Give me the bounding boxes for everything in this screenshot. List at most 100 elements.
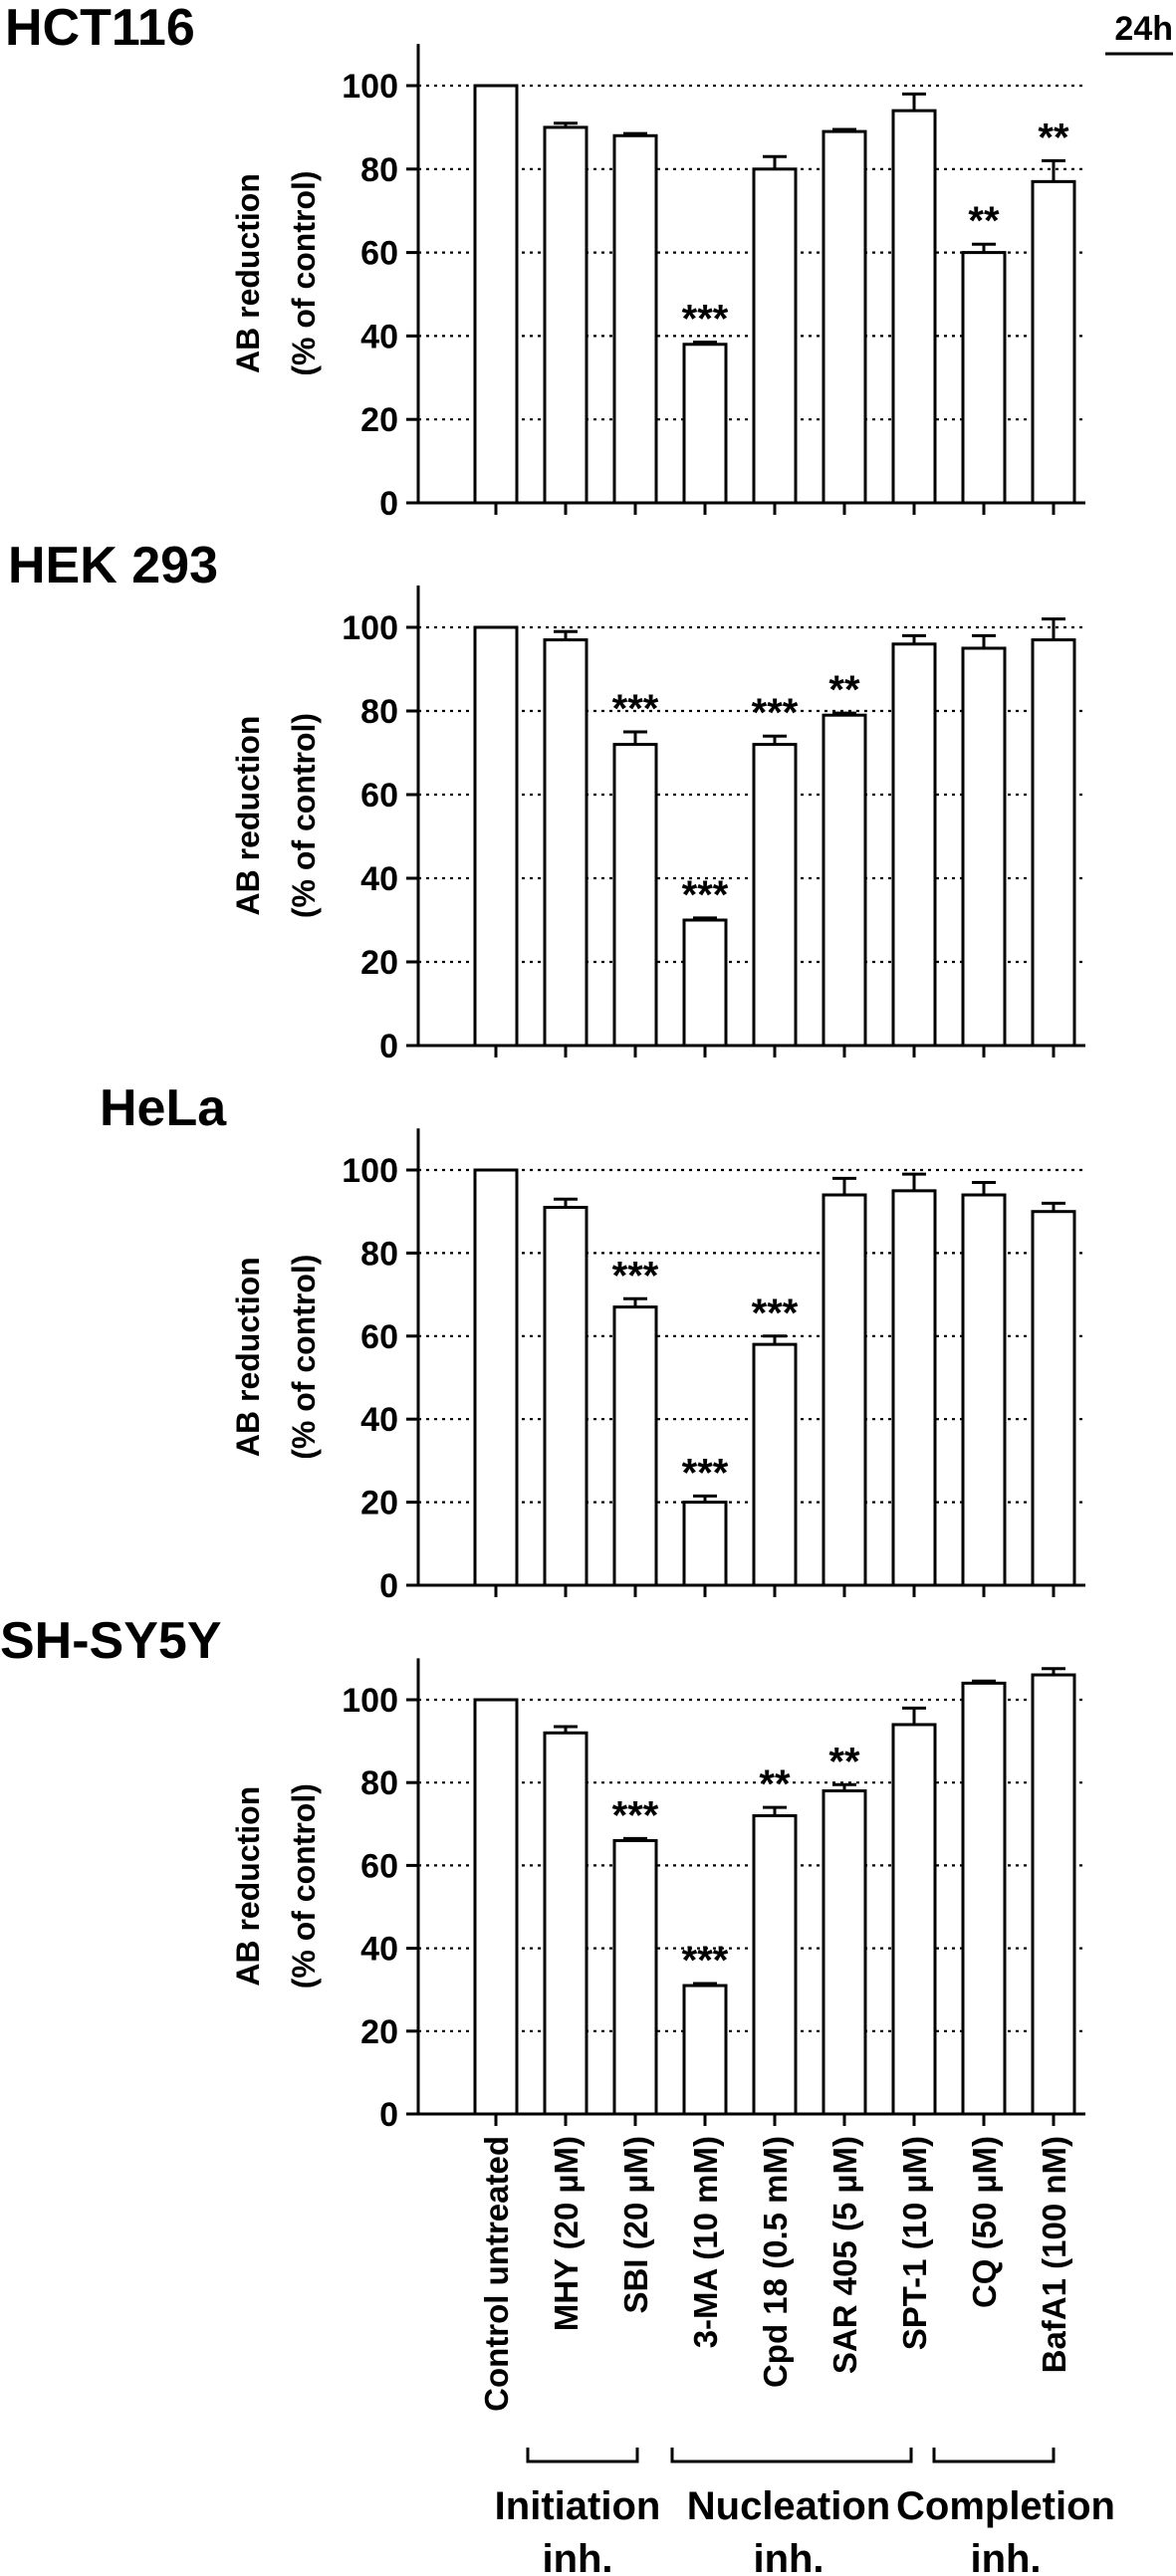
y-tick-label: 80 (360, 693, 398, 731)
bar (1031, 1673, 1076, 2116)
y-tick-label: 0 (379, 485, 398, 523)
panel-title: HCT116 (5, 0, 195, 57)
y-tick-label: 100 (342, 609, 398, 647)
bar (1031, 638, 1076, 1048)
group-label: Completion (896, 2484, 1115, 2528)
y-tick-label: 0 (379, 1567, 398, 1605)
y-axis-label: AB reduction (230, 716, 266, 916)
significance-marker: *** (682, 298, 729, 342)
y-tick-label: 100 (342, 68, 398, 106)
bar (1031, 179, 1076, 505)
y-tick-label: 40 (360, 860, 398, 898)
bar (473, 84, 519, 505)
category-label: SBI (20 µM) (617, 2136, 654, 2314)
y-axis-label-units: (% of control) (286, 1255, 322, 1460)
bar (612, 743, 658, 1048)
bar (891, 642, 937, 1048)
y-tick-label: 80 (360, 1235, 398, 1273)
bar (822, 713, 867, 1048)
y-axis-label: AB reduction (230, 1257, 266, 1457)
category-label: CQ (50 µM) (966, 2136, 1003, 2308)
significance-marker: *** (682, 1451, 729, 1495)
panel-title: HeLa (100, 1079, 227, 1137)
bar (891, 1723, 937, 2116)
y-tick-label: 60 (360, 235, 398, 273)
y-tick-label: 0 (379, 1028, 398, 1065)
bar (543, 638, 588, 1048)
y-tick-label: 20 (360, 401, 398, 439)
y-tick-label: 20 (360, 1485, 398, 1522)
y-axis-label: AB reduction (230, 1786, 266, 1987)
category-label: SPT-1 (10 µM) (896, 2136, 933, 2350)
y-tick-label: 40 (360, 1931, 398, 1969)
bar (1031, 1210, 1076, 1587)
y-tick-label: 40 (360, 318, 398, 355)
significance-marker: *** (682, 873, 729, 917)
group-brackets: Initiation inh. Nucleation inh. Completion in… (495, 2448, 1115, 2576)
bar (543, 1206, 588, 1587)
bar (682, 1501, 728, 1587)
category-label: BafA1 (100 nM) (1036, 2136, 1072, 2373)
significance-marker: *** (752, 691, 799, 735)
bar (752, 743, 798, 1048)
y-tick-label: 20 (360, 944, 398, 982)
group-label-suffix: inh. (542, 2537, 612, 2576)
bar (961, 251, 1007, 505)
significance-marker: *** (682, 1939, 729, 1983)
category-labels: Control untreated MHY (20 µM) SBI (20 µM) 3… (478, 2136, 1072, 2412)
y-tick-label: 100 (342, 1152, 398, 1190)
significance-marker: *** (752, 1291, 799, 1335)
significance-marker: ** (828, 668, 860, 712)
y-axis-label-units: (% of control) (286, 713, 322, 918)
bar (473, 625, 519, 1048)
bar (961, 1681, 1007, 2116)
category-label: SAR 405 (5 µM) (826, 2136, 863, 2374)
bar (612, 1838, 658, 2116)
bar (822, 129, 867, 505)
y-tick-label: 80 (360, 151, 398, 189)
bar (961, 1193, 1007, 1587)
bar (682, 343, 728, 505)
y-tick-label: 60 (360, 1847, 398, 1885)
group-label-suffix: inh. (753, 2537, 823, 2576)
bar (891, 1189, 937, 1587)
y-tick-label: 0 (379, 2096, 398, 2134)
bar (961, 646, 1007, 1048)
y-tick-label: 40 (360, 1401, 398, 1439)
bar (682, 1984, 728, 2116)
time-label: 24h (1114, 10, 1173, 48)
y-tick-label: 80 (360, 1764, 398, 1802)
group-bracket (932, 2448, 1056, 2463)
group-bracket (670, 2448, 913, 2463)
bar (543, 125, 588, 505)
bar (612, 1305, 658, 1587)
group-bracket (526, 2448, 639, 2463)
bar (891, 109, 937, 505)
significance-marker: ** (759, 1762, 791, 1806)
bar (543, 1731, 588, 2116)
bar (473, 1168, 519, 1587)
category-label: 3-MA (10 mM) (687, 2136, 724, 2348)
significance-marker: *** (612, 687, 659, 731)
bar (682, 918, 728, 1048)
y-tick-label: 100 (342, 1682, 398, 1720)
bar (612, 133, 658, 505)
category-label: Control untreated (478, 2136, 515, 2412)
category-label: MHY (20 µM) (548, 2136, 585, 2331)
bar (752, 1813, 798, 2116)
panel-title: SH-SY5Y (0, 1612, 222, 1670)
y-tick-label: 20 (360, 2013, 398, 2051)
significance-marker: *** (612, 1793, 659, 1837)
bar (752, 167, 798, 505)
bar (752, 1342, 798, 1587)
y-tick-label: 60 (360, 777, 398, 815)
significance-marker: ** (1038, 116, 1069, 159)
group-label: Initiation (495, 2484, 661, 2528)
significance-marker: *** (612, 1254, 659, 1297)
bar (822, 1789, 867, 2116)
panel-title: HEK 293 (8, 537, 218, 594)
